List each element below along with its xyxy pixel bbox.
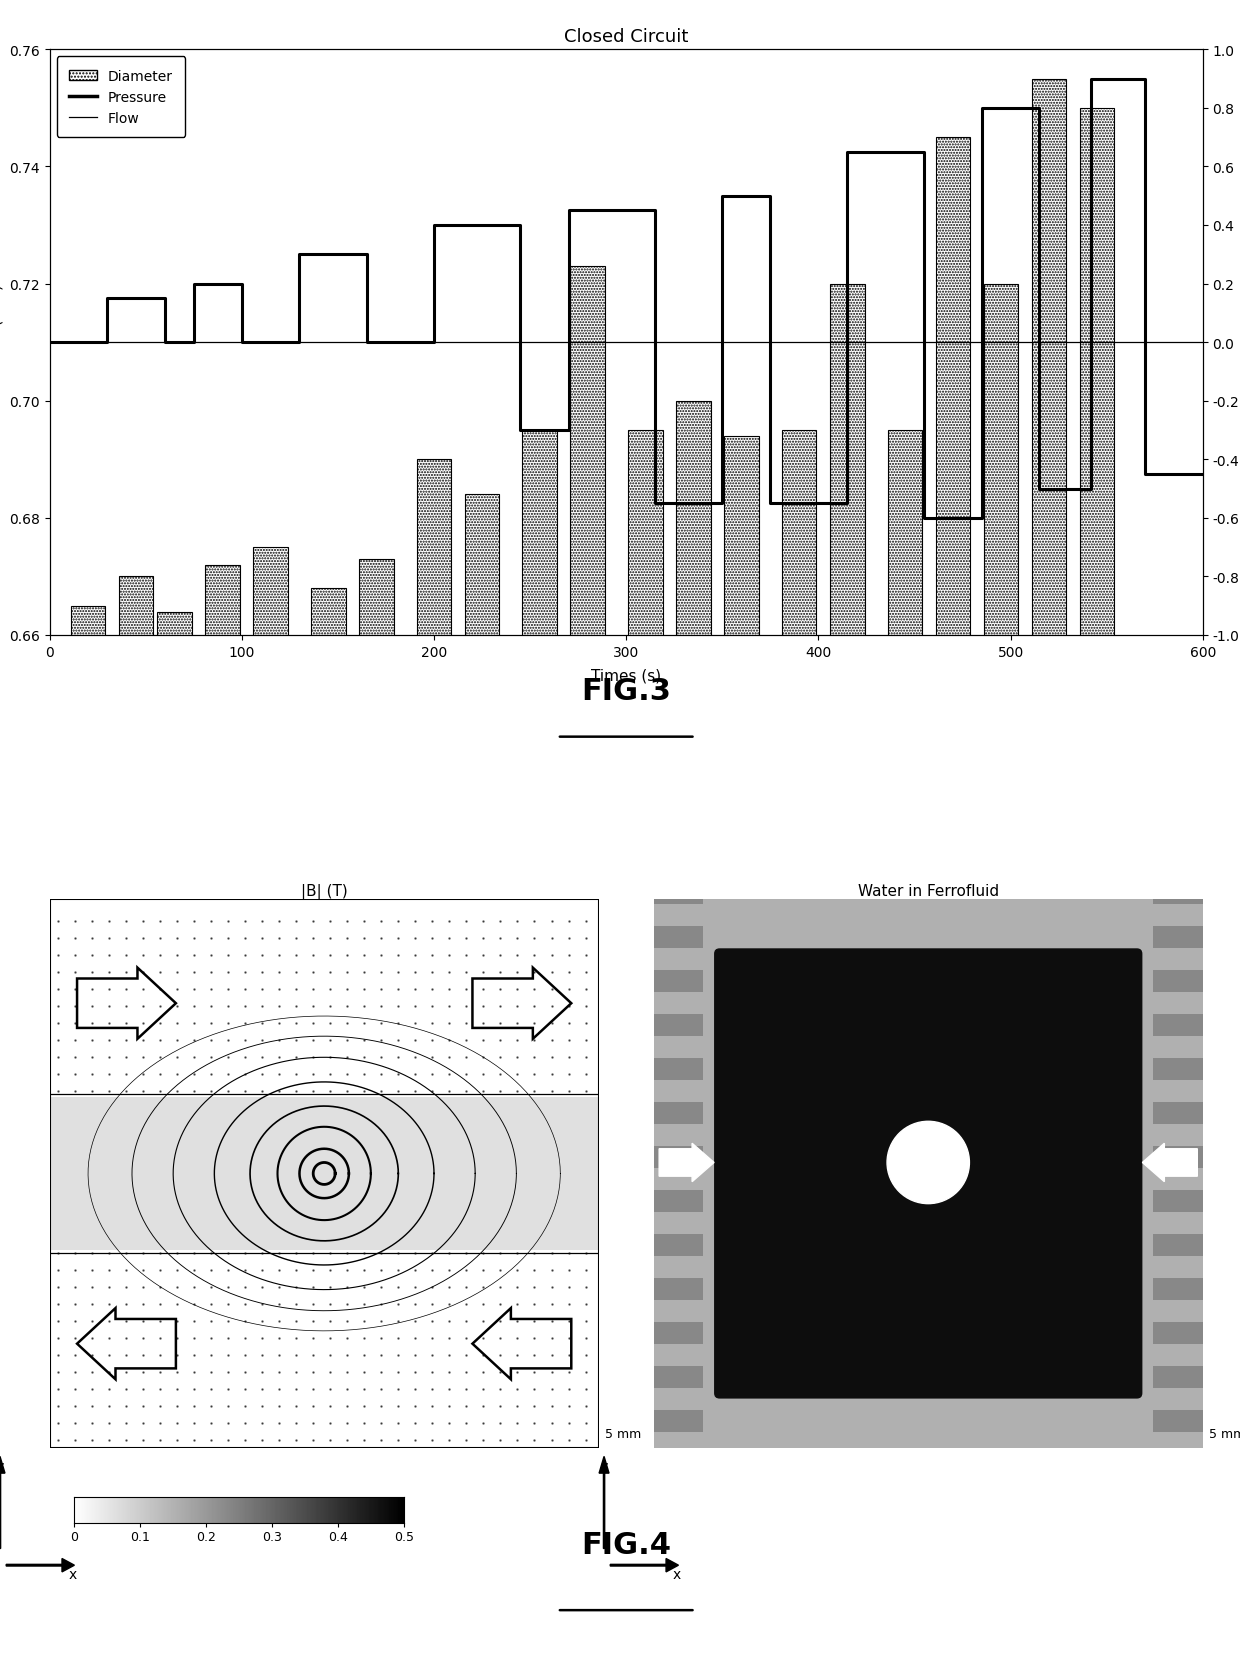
Bar (311, 589, 346, 636)
Bar (653, 1235, 703, 1256)
Title: |B| (T): |B| (T) (301, 883, 347, 898)
Bar (653, 1059, 703, 1081)
Bar (1153, 927, 1203, 949)
Bar (676, 402, 711, 636)
Bar (830, 284, 864, 636)
Bar (653, 1103, 703, 1124)
Bar (653, 1322, 703, 1343)
Text: z: z (0, 1459, 4, 1474)
Bar (119, 577, 154, 636)
Bar (1153, 1365, 1203, 1389)
Bar (653, 1146, 703, 1168)
Bar (653, 1190, 703, 1213)
Bar (360, 559, 393, 636)
Bar (253, 547, 288, 636)
Bar (71, 606, 105, 636)
Text: FIG.4: FIG.4 (582, 1529, 671, 1559)
Bar (1153, 1059, 1203, 1081)
Bar (1153, 1322, 1203, 1343)
Bar (522, 430, 557, 636)
Bar (1032, 79, 1066, 636)
Y-axis label: Diameter (mm): Diameter (mm) (0, 284, 4, 402)
Bar (570, 266, 605, 636)
Text: x: x (672, 1566, 681, 1581)
Bar (1153, 1410, 1203, 1432)
Bar (1153, 883, 1203, 905)
Bar (206, 565, 239, 636)
Bar (653, 1014, 703, 1037)
Bar (1153, 1235, 1203, 1256)
Text: FIG.3: FIG.3 (582, 676, 671, 706)
Legend: Diameter, Pressure, Flow: Diameter, Pressure, Flow (57, 57, 186, 137)
Bar (1153, 970, 1203, 992)
Text: z: z (600, 1459, 608, 1474)
Bar (724, 437, 759, 636)
X-axis label: Times (s): Times (s) (591, 668, 661, 683)
Bar (50, 1097, 599, 1251)
Bar (1153, 1190, 1203, 1213)
Title: Water in Ferrofluid: Water in Ferrofluid (858, 883, 998, 898)
Bar (1080, 109, 1115, 636)
Polygon shape (660, 1144, 714, 1183)
Bar (983, 284, 1018, 636)
Text: 5 mm: 5 mm (1209, 1427, 1240, 1440)
Bar (417, 460, 451, 636)
Bar (888, 430, 923, 636)
Bar (653, 970, 703, 992)
Bar (653, 1410, 703, 1432)
Circle shape (887, 1121, 970, 1205)
Bar (936, 137, 970, 636)
Bar (653, 927, 703, 949)
Bar (1153, 1146, 1203, 1168)
FancyBboxPatch shape (714, 949, 1142, 1399)
Polygon shape (1142, 1144, 1198, 1183)
Text: x: x (68, 1566, 77, 1581)
Bar (1153, 1014, 1203, 1037)
Bar (157, 612, 192, 636)
Text: 5 mm: 5 mm (605, 1427, 641, 1440)
Bar (1153, 1278, 1203, 1300)
Bar (465, 495, 500, 636)
Bar (629, 430, 662, 636)
Bar (782, 430, 816, 636)
Bar (653, 883, 703, 905)
Title: Closed Circuit: Closed Circuit (564, 28, 688, 45)
Bar (653, 1278, 703, 1300)
Bar (1153, 1103, 1203, 1124)
Bar (653, 1365, 703, 1389)
